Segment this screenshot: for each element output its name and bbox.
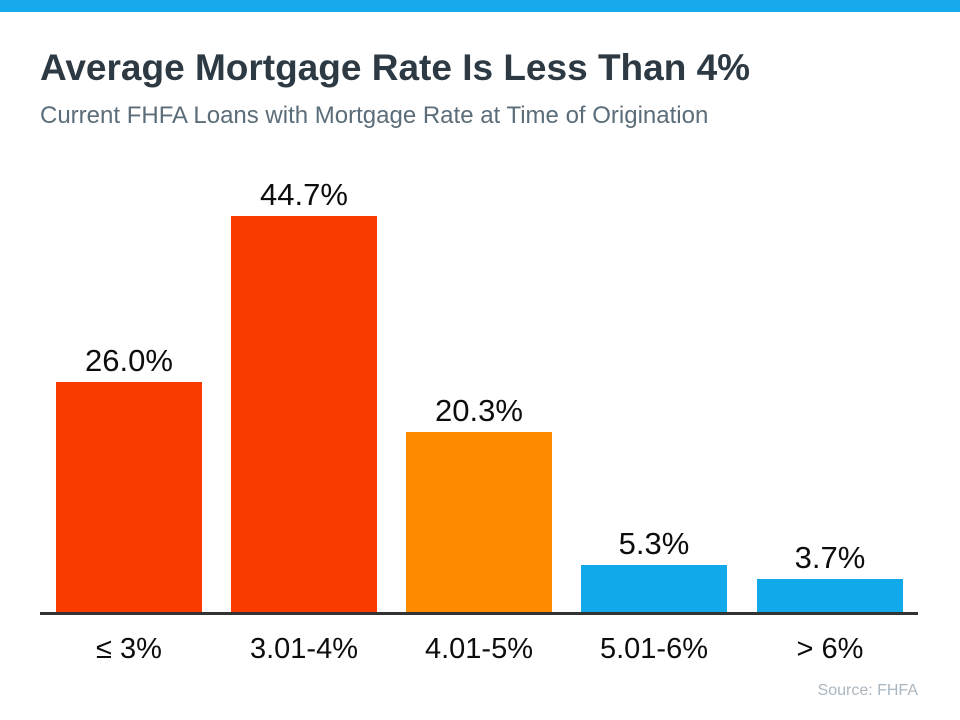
page-subtitle: Current FHFA Loans with Mortgage Rate at… (40, 102, 709, 129)
bar (56, 382, 202, 612)
bar (406, 432, 552, 612)
bar (231, 216, 377, 612)
page-title: Average Mortgage Rate Is Less Than 4% (40, 47, 751, 88)
bar-value-label: 5.3% (618, 526, 690, 561)
x-axis-line (40, 612, 918, 615)
bar-chart-plot-area: 26.0% 44.7% 20.3% 5.3% 3.7% (56, 177, 903, 612)
x-axis-tick-label: 4.01-5% (424, 633, 534, 665)
bar-value-label: 44.7% (260, 177, 348, 212)
x-axis-tick-label: > 6% (796, 633, 864, 665)
top-accent-bar (0, 0, 960, 12)
bar-value-label: 26.0% (85, 343, 173, 378)
x-axis-tick-label: 5.01-6% (599, 633, 709, 665)
x-axis-labels: ≤ 3% 3.01-4% 4.01-5% 5.01-6% > 6% (0, 633, 960, 674)
x-axis-tick-label: 3.01-4% (249, 633, 359, 665)
bar (581, 565, 727, 612)
bar-value-label: 20.3% (435, 393, 523, 428)
bar-value-label: 3.7% (794, 540, 866, 575)
x-axis-tick-label: ≤ 3% (96, 633, 162, 665)
bar (757, 579, 903, 612)
source-note: Source: FHFA (817, 682, 918, 699)
